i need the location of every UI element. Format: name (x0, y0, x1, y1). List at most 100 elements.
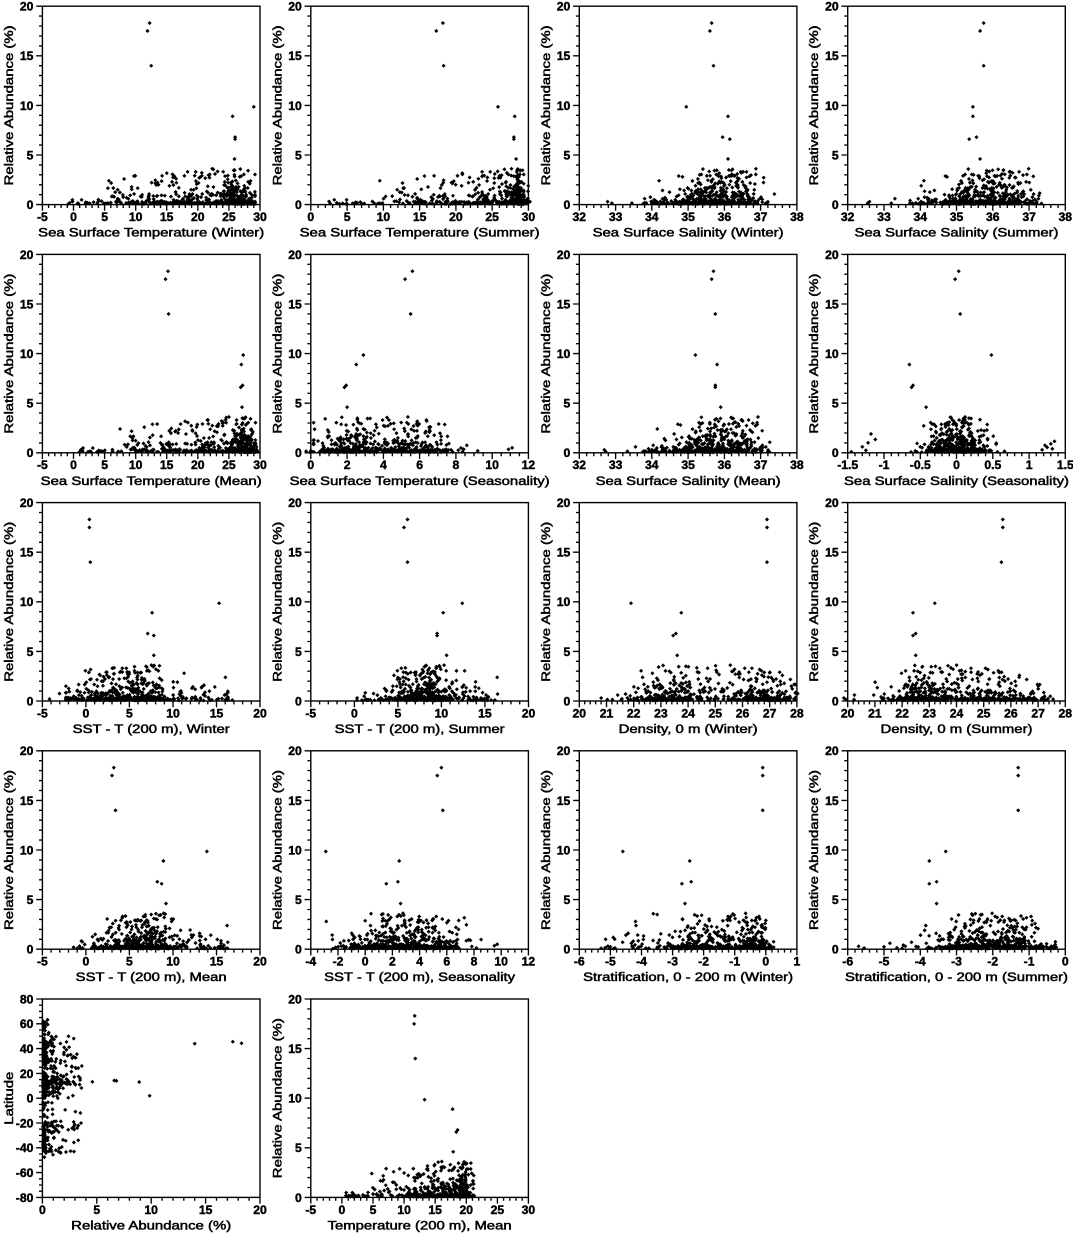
svg-text:15: 15 (160, 458, 174, 472)
svg-text:32: 32 (573, 210, 587, 224)
svg-text:0: 0 (362, 955, 369, 969)
svg-text:10: 10 (825, 347, 839, 361)
svg-text:10: 10 (166, 706, 180, 720)
svg-text:37: 37 (1022, 210, 1036, 224)
svg-text:-1.5: -1.5 (837, 458, 858, 472)
svg-text:5: 5 (344, 210, 351, 224)
svg-text:25: 25 (709, 706, 723, 720)
svg-text:15: 15 (210, 955, 224, 969)
svg-text:5: 5 (564, 645, 571, 659)
svg-text:SST - T (200 m), Mean: SST - T (200 m), Mean (76, 970, 227, 984)
svg-text:15: 15 (20, 49, 34, 63)
svg-text:-3: -3 (951, 955, 962, 969)
svg-text:Relative Abundance (%): Relative Abundance (%) (807, 522, 821, 682)
svg-text:5: 5 (126, 706, 133, 720)
svg-text:SST - T (200 m), Winter: SST - T (200 m), Winter (73, 722, 230, 736)
svg-text:15: 15 (557, 297, 571, 311)
svg-text:5: 5 (126, 955, 133, 969)
svg-text:0: 0 (295, 198, 302, 212)
svg-text:20: 20 (20, 496, 34, 510)
svg-text:10: 10 (144, 1203, 158, 1217)
svg-text:20: 20 (825, 496, 839, 510)
svg-text:30: 30 (522, 210, 536, 224)
svg-text:0: 0 (1062, 955, 1069, 969)
svg-text:23: 23 (923, 706, 937, 720)
svg-text:36: 36 (718, 458, 732, 472)
svg-text:20: 20 (253, 955, 267, 969)
svg-text:Sea Surface Temperature (Seaso: Sea Surface Temperature (Seasonality) (290, 474, 550, 488)
svg-text:25: 25 (491, 1203, 505, 1217)
svg-text:12: 12 (522, 458, 536, 472)
svg-text:25: 25 (977, 706, 991, 720)
svg-text:0: 0 (307, 458, 314, 472)
svg-text:34: 34 (645, 210, 659, 224)
svg-text:10: 10 (288, 99, 302, 113)
svg-text:0: 0 (295, 694, 302, 708)
svg-text:33: 33 (609, 210, 623, 224)
svg-text:0: 0 (27, 198, 34, 212)
svg-text:15: 15 (428, 1203, 442, 1217)
svg-text:0: 0 (307, 210, 314, 224)
svg-text:-80: -80 (16, 1191, 34, 1205)
svg-text:10: 10 (166, 955, 180, 969)
svg-text:2: 2 (389, 955, 396, 969)
svg-text:Relative Abundance (%): Relative Abundance (%) (2, 25, 16, 185)
svg-text:Relative Abundance (%): Relative Abundance (%) (270, 770, 284, 930)
svg-text:20: 20 (557, 0, 571, 14)
svg-text:-2: -2 (698, 955, 709, 969)
svg-text:5: 5 (27, 148, 34, 162)
svg-text:0: 0 (83, 955, 90, 969)
svg-text:1.5: 1.5 (1057, 458, 1073, 472)
svg-text:25: 25 (222, 210, 236, 224)
svg-text:5: 5 (832, 893, 839, 907)
svg-text:10: 10 (20, 347, 34, 361)
svg-text:10: 10 (494, 955, 508, 969)
svg-text:0: 0 (762, 955, 769, 969)
svg-text:-5: -5 (305, 706, 316, 720)
svg-text:0: 0 (295, 943, 302, 957)
svg-text:5: 5 (101, 458, 108, 472)
svg-text:8: 8 (453, 458, 460, 472)
svg-text:-2: -2 (987, 955, 998, 969)
svg-text:Relative Abundance (%): Relative Abundance (%) (2, 770, 16, 930)
svg-text:15: 15 (825, 794, 839, 808)
svg-text:30: 30 (522, 1203, 536, 1217)
svg-text:20: 20 (288, 744, 302, 758)
svg-text:15: 15 (825, 297, 839, 311)
svg-text:10: 10 (20, 595, 34, 609)
svg-text:0: 0 (339, 1203, 346, 1217)
svg-text:34: 34 (914, 210, 928, 224)
svg-text:10: 10 (557, 99, 571, 113)
svg-text:5: 5 (27, 645, 34, 659)
svg-text:6: 6 (416, 458, 423, 472)
svg-text:0: 0 (27, 694, 34, 708)
svg-text:24: 24 (681, 706, 695, 720)
svg-text:-6: -6 (574, 955, 585, 969)
svg-text:33: 33 (877, 210, 891, 224)
svg-text:20: 20 (573, 706, 587, 720)
svg-text:15: 15 (20, 297, 34, 311)
svg-text:10: 10 (20, 99, 34, 113)
svg-text:0: 0 (83, 706, 90, 720)
svg-text:35: 35 (681, 458, 695, 472)
svg-text:5: 5 (564, 893, 571, 907)
svg-text:10: 10 (485, 458, 499, 472)
svg-text:-5: -5 (37, 955, 48, 969)
svg-text:23: 23 (654, 706, 668, 720)
svg-text:15: 15 (825, 546, 839, 560)
svg-text:20: 20 (825, 0, 839, 14)
svg-text:20: 20 (522, 706, 536, 720)
svg-text:4: 4 (416, 955, 423, 969)
svg-text:10: 10 (557, 347, 571, 361)
svg-text:-6: -6 (842, 955, 853, 969)
svg-text:15: 15 (478, 706, 492, 720)
svg-text:20: 20 (20, 248, 34, 262)
svg-text:Stratification, 0 - 200 m (Win: Stratification, 0 - 200 m (Winter) (583, 970, 793, 984)
svg-text:-2: -2 (333, 955, 344, 969)
svg-text:0: 0 (295, 1191, 302, 1205)
svg-text:15: 15 (210, 706, 224, 720)
svg-text:25: 25 (222, 458, 236, 472)
svg-text:20: 20 (20, 744, 34, 758)
svg-text:0: 0 (295, 446, 302, 460)
svg-text:Relative Abundance (%): Relative Abundance (%) (539, 522, 553, 682)
